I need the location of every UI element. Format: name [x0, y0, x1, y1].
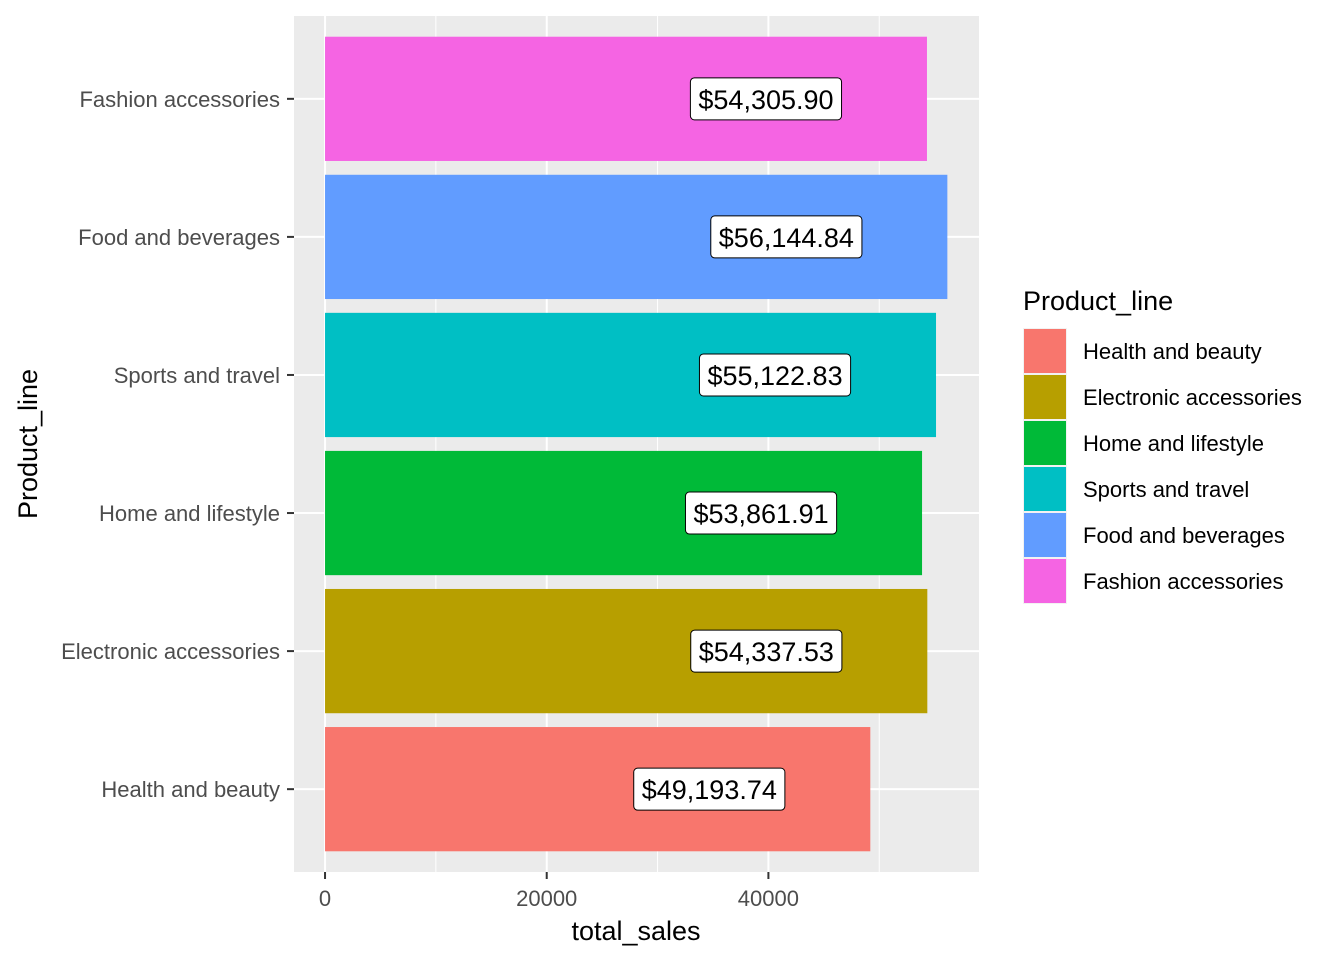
x-tick-label: 20000	[516, 886, 577, 911]
legend-label: Electronic accessories	[1083, 385, 1302, 410]
legend-label: Fashion accessories	[1083, 569, 1284, 594]
data-label-text: $55,122.83	[707, 361, 842, 391]
legend-label: Health and beauty	[1083, 339, 1262, 364]
x-tick-label: 40000	[738, 886, 799, 911]
data-label: $49,193.74	[633, 767, 786, 811]
x-axis: 0 20000 40000	[319, 872, 799, 911]
y-tick-label: Sports and travel	[114, 363, 280, 388]
legend: Product_line Health and beauty Electronic…	[1023, 286, 1302, 604]
data-label-box	[633, 767, 786, 811]
y-tick-label: Home and lifestyle	[99, 501, 280, 526]
y-tick-label: Fashion accessories	[79, 87, 280, 112]
data-label: $53,861.91	[684, 491, 838, 535]
y-tick-label: Health and beauty	[101, 777, 280, 802]
legend-key	[1024, 375, 1066, 419]
data-label-box	[690, 629, 843, 673]
legend-key	[1024, 559, 1066, 603]
y-axis: Health and beauty Electronic accessories H…	[61, 87, 294, 802]
data-label-box	[689, 77, 843, 121]
legend-label: Home and lifestyle	[1083, 431, 1264, 456]
x-axis-title: total_sales	[571, 916, 700, 946]
legend-label: Food and beverages	[1083, 523, 1285, 548]
legend-title: Product_line	[1023, 286, 1173, 316]
data-label: $56,144.84	[710, 215, 863, 259]
data-label-text: $53,861.91	[693, 499, 828, 529]
data-label-text: $54,305.90	[698, 85, 833, 115]
data-label: $55,122.83	[698, 353, 852, 397]
y-tick-label: Food and beverages	[78, 225, 280, 250]
data-label-text: $54,337.53	[699, 637, 834, 667]
data-label-text: $49,193.74	[642, 775, 777, 805]
data-label-box	[698, 353, 852, 397]
legend-label: Sports and travel	[1083, 477, 1249, 502]
data-label-text: $56,144.84	[719, 223, 854, 253]
data-label-box	[684, 491, 838, 535]
data-labels: $49,193.74 $54,337.53 $53,861.91 $55,122.83…	[633, 77, 863, 811]
data-label: $54,305.90	[689, 77, 843, 121]
y-axis-title: Product_line	[13, 369, 43, 519]
data-label: $54,337.53	[690, 629, 843, 673]
legend-key	[1024, 421, 1066, 465]
y-tick-label: Electronic accessories	[61, 639, 280, 664]
legend-key	[1024, 513, 1066, 557]
legend-key	[1024, 467, 1066, 511]
bar	[325, 727, 871, 852]
legend-key	[1024, 329, 1066, 373]
data-label-box	[710, 215, 863, 259]
x-tick-label: 0	[319, 886, 331, 911]
